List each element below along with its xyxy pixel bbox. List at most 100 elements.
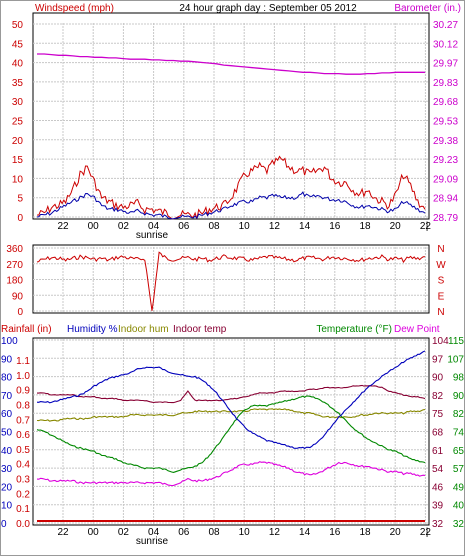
direction-tick-label: 270 [6,260,23,271]
chart-title: 24 hour graph day : September 05 2012 [179,3,357,14]
x-tick-label: 22 [420,221,432,232]
windspeed-tick-label: 10 [12,174,24,185]
humidity-axis-title: Humidity % [67,324,118,335]
barometer-tick-label: 29.23 [433,155,458,166]
temperature-tick-label: 65 [453,446,465,457]
windspeed-tick-label: 5 [17,194,23,205]
x-tick-label: 12 [269,221,281,232]
rainfall-tick-label: 0.6 [16,430,30,441]
x-end-mark: | [426,221,429,232]
indoor-temp-tick-label: 104 [432,336,449,347]
barometer-tick-label: 29.38 [433,136,458,147]
temperature-line [36,395,426,473]
humidity-tick-label: 80 [1,373,13,384]
humidity-tick-label: 70 [1,391,13,402]
windspeed-line [36,155,426,220]
x-tick-label: 02 [118,527,130,538]
rainfall-tick-label: 1.1 [16,356,30,367]
windspeed-tick-label: 25 [12,117,24,128]
x-tick-label: 16 [329,221,341,232]
temperature-tick-label: 115 [448,336,464,347]
temperature-tick-label: 98 [453,373,465,384]
indoor-temp-tick-label: 46 [432,482,444,493]
dew-point-axis-title: Dew Point [394,324,440,335]
indoor-temp-axis-title: Indoor temp [173,324,227,335]
temperature-tick-label: 57 [453,464,465,475]
x-tick-label: 18 [359,221,371,232]
sunrise-label: sunrise [136,536,169,547]
barometer-axis-title: Barometer (in.) [394,3,461,14]
windspeed-tick-label: 35 [12,78,24,89]
x-tick-label: 20 [390,221,402,232]
x-tick-label: 08 [208,221,220,232]
x-end-mark: | [426,527,429,538]
barometer-tick-label: 28.94 [433,194,458,205]
barometer-tick-label: 29.09 [433,174,458,185]
windspeed-axis-title: Windspeed (mph) [35,3,114,14]
barometer-tick-label: 29.83 [433,78,458,89]
windspeed-tick-label: 20 [12,136,24,147]
direction-tick-label: 360 [6,244,23,255]
x-tick-label: 14 [299,221,311,232]
temperature-axis-title: Temperature (°F) [316,324,392,335]
x-tick-label: 02 [118,221,130,232]
temperature-tick-label: 90 [453,391,465,402]
windspeed-tick-label: 0 [17,213,23,224]
humidity-tick-label: 20 [1,482,13,493]
x-tick-label: 14 [299,527,311,538]
x-tick-label: 10 [239,527,251,538]
temperature-tick-label: 107 [447,354,464,365]
barometer-tick-label: 28.79 [433,213,458,224]
direction-tick-label: 0 [17,307,23,318]
indoor-temp-tick-label: 54 [432,464,444,475]
indoor-hum-axis-title: Indoor hum [118,324,169,335]
humidity-tick-label: 30 [1,464,13,475]
rainfall-tick-label: 1.0 [16,371,30,382]
rainfall-tick-label: 0.7 [16,415,30,426]
x-tick-label: 00 [88,527,100,538]
rainfall-tick-label: 0.3 [16,475,30,486]
compass-label: N [437,307,444,318]
humidity-tick-label: 0 [1,519,7,530]
windspeed-tick-label: 40 [12,59,24,70]
x-tick-label: 22 [420,527,432,538]
indoor-temp-tick-label: 82 [432,391,444,402]
humidity-line [36,350,426,450]
barometer-tick-label: 30.12 [433,39,458,50]
humidity-tick-label: 50 [1,428,13,439]
x-tick-label: 22 [57,221,69,232]
humidity-tick-label: 10 [1,501,13,512]
indoor-temp-line [37,384,426,404]
x-tick-label: 04 [148,527,160,538]
rainfall-tick-label: 0.1 [16,504,30,515]
temperature-tick-label: 40 [453,501,465,512]
x-tick-label: 18 [359,527,371,538]
dew-point-line [36,461,426,487]
rainfall-tick-label: 0.5 [16,445,30,456]
x-tick-label: 00 [88,221,100,232]
x-tick-label: 12 [269,527,281,538]
rainfall-tick-label: 0.9 [16,386,30,397]
barometer-tick-label: 29.97 [433,59,458,70]
wind-direction-line [36,251,425,311]
barometer-line [37,53,425,75]
temperature-tick-label: 74 [453,428,465,439]
direction-tick-label: 90 [12,291,24,302]
temperature-tick-label: 49 [453,482,465,493]
compass-label: W [436,260,446,271]
barometer-tick-label: 29.53 [433,117,458,128]
rainfall-tick-label: 0.0 [16,519,30,530]
x-tick-label: 16 [329,527,341,538]
barometer-tick-label: 29.68 [433,97,458,108]
x-tick-label: 10 [239,221,251,232]
indoor-temp-tick-label: 75 [432,409,444,420]
humidity-tick-label: 100 [1,336,18,347]
windspeed-tick-label: 30 [12,97,24,108]
x-tick-label: 06 [178,527,190,538]
indoor-temp-tick-label: 97 [432,354,444,365]
humidity-tick-label: 60 [1,409,13,420]
wind-baro-panel [32,12,430,220]
compass-label: E [438,291,445,302]
